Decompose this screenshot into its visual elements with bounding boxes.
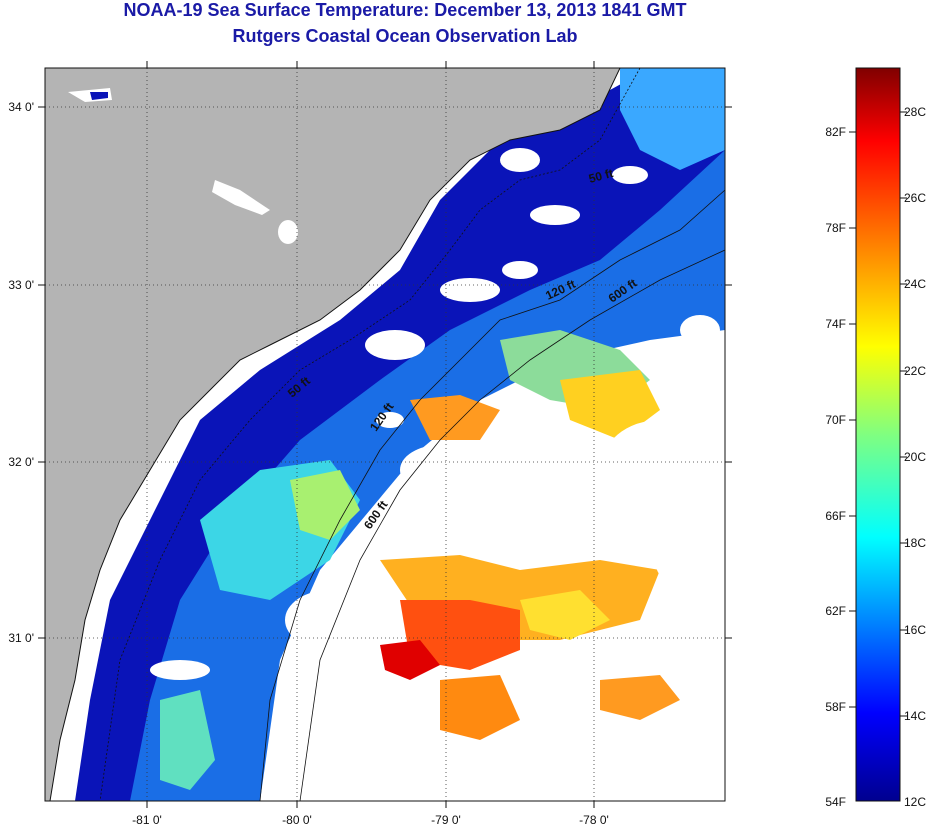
map-frame: [44, 67, 726, 802]
lat-label: 33 0': [8, 278, 34, 292]
lat-label: 31 0': [8, 631, 34, 645]
colorbar-c-label: 14C: [904, 709, 926, 723]
lon-label: -81 0': [132, 813, 162, 827]
colorbar-c-label: 16C: [904, 623, 926, 637]
colorbar-f-label: 78F: [825, 221, 846, 235]
colorbar-c-label: 22C: [904, 364, 926, 378]
isobaths: [99, 68, 725, 801]
colorbar-c-label: 28C: [904, 105, 926, 119]
map-subtitle: Rutgers Coastal Ocean Observation Lab: [232, 26, 578, 46]
lat-label: 34 0': [8, 100, 34, 114]
colorbar-c-label: 18C: [904, 536, 926, 550]
lon-labels: -81 0' -80 0' -79 0' -78 0': [132, 813, 609, 827]
lat-labels: 34 0' 33 0' 32 0' 31 0': [8, 100, 34, 645]
lon-label: -78 0': [579, 813, 609, 827]
cloud-mask: [150, 148, 725, 795]
colorbar-f-label: 66F: [825, 509, 846, 523]
colorbar-f-label: 54F: [825, 795, 846, 809]
colorbar-c-label: 26C: [904, 191, 926, 205]
colorbar-scale: [855, 67, 901, 802]
colorbar-f-label: 70F: [825, 413, 846, 427]
lon-label: -79 0': [431, 813, 461, 827]
colorbar: 82F 78F 74F 70F 66F 62F 58F 54F 28C 26C …: [825, 67, 926, 809]
colorbar-c-label: 12C: [904, 795, 926, 809]
lon-label: -80 0': [282, 813, 312, 827]
land: [45, 68, 620, 801]
colorbar-f-label: 82F: [825, 125, 846, 139]
coastline: [49, 68, 621, 801]
colorbar-c-label: 20C: [904, 450, 926, 464]
axis-ticks: [38, 61, 732, 808]
colorbar-f-label: 74F: [825, 317, 846, 331]
colorbar-f-label: 62F: [825, 604, 846, 618]
lat-label: 32 0': [8, 455, 34, 469]
graticule: [45, 68, 725, 801]
colorbar-c-label: 24C: [904, 277, 926, 291]
map-title: NOAA-19 Sea Surface Temperature: Decembe…: [123, 0, 687, 20]
colorbar-f-label: 58F: [825, 700, 846, 714]
sst-field: [75, 68, 725, 801]
